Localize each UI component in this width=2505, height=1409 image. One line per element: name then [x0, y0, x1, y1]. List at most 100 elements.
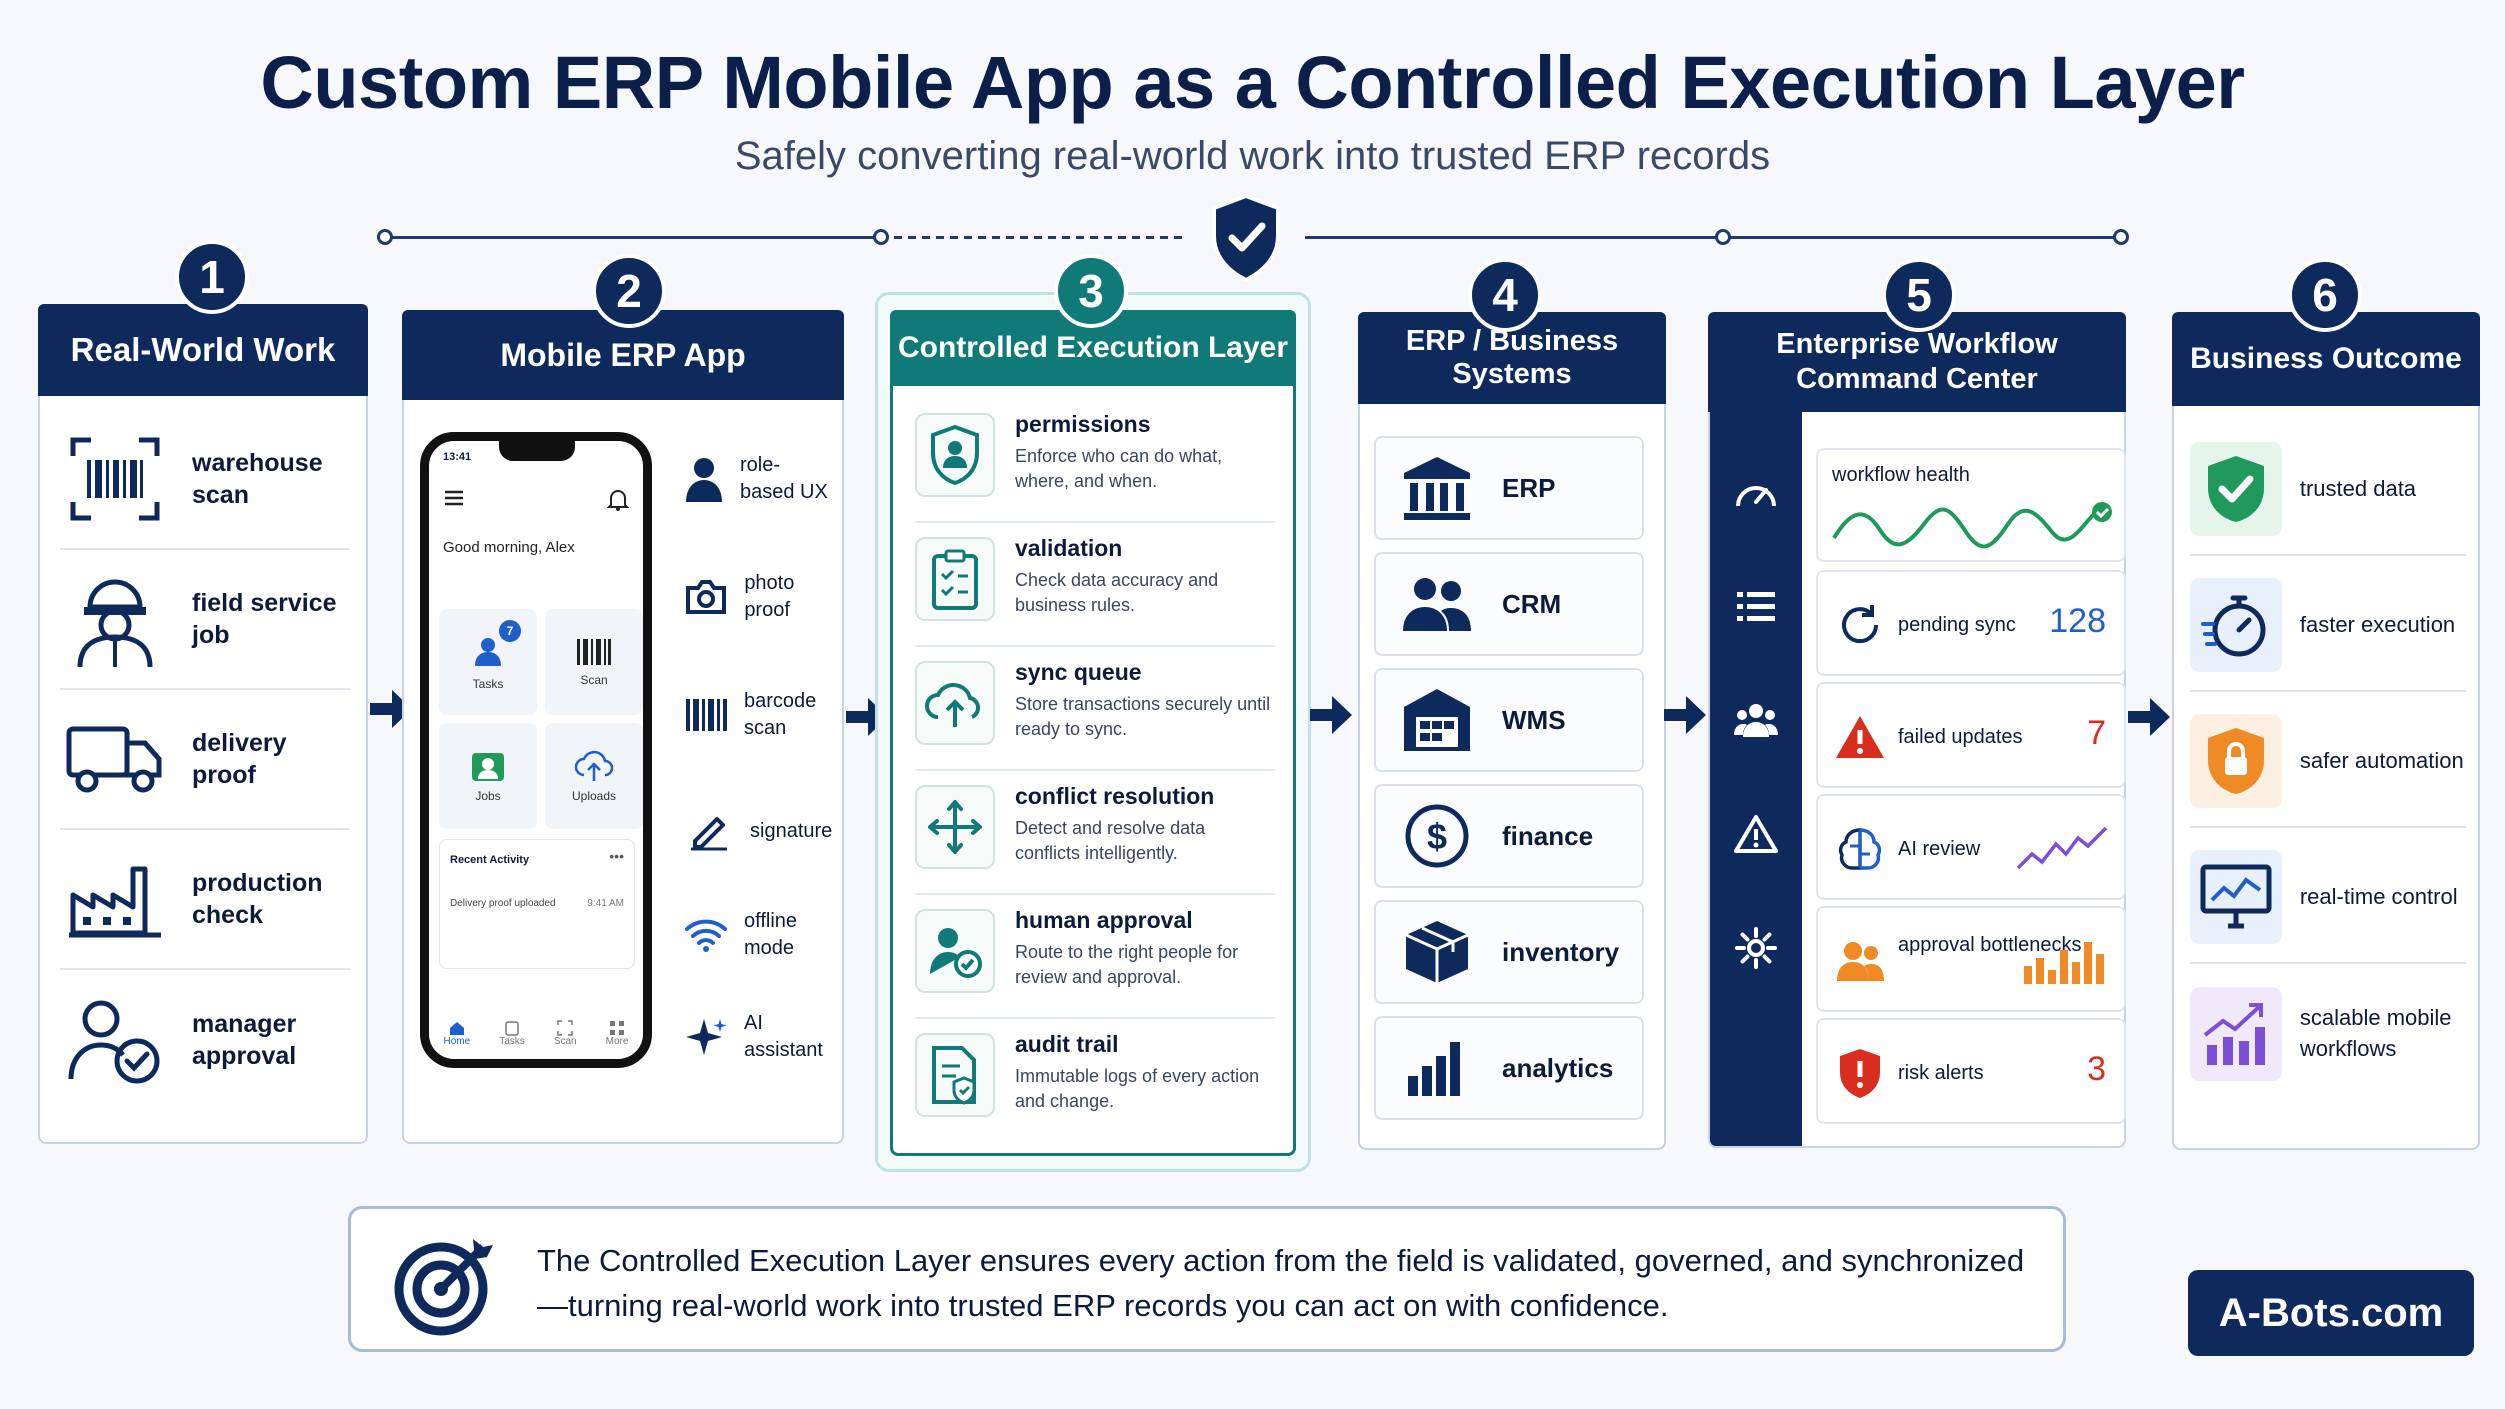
- tile-scan[interactable]: Scan: [545, 609, 643, 715]
- kpi-card[interactable]: pending sync 128: [1816, 570, 2126, 676]
- user-approve-icon: [915, 909, 995, 993]
- gear-icon[interactable]: [1730, 922, 1782, 974]
- bank-building-icon: [1390, 441, 1484, 535]
- clipboard-icon: [505, 1021, 519, 1036]
- outcome-label: faster execution: [2299, 611, 2456, 637]
- barcode-icon: [577, 639, 611, 665]
- item-title: validation: [1015, 535, 1123, 561]
- worker-helmet-icon: [60, 564, 170, 674]
- clipboard-check-icon: [915, 537, 995, 621]
- shield-check-icon: [2190, 442, 2282, 536]
- barcode-icon: [60, 424, 170, 534]
- kpi-card[interactable]: risk alerts 3: [1816, 1018, 2126, 1124]
- gauge-icon[interactable]: [1730, 466, 1782, 518]
- tile-jobs[interactable]: Jobs: [439, 723, 537, 829]
- menu-icon[interactable]: [443, 489, 465, 512]
- user-icon: [684, 454, 724, 504]
- outcome-label: real-time control: [2299, 883, 2458, 909]
- kpi-card[interactable]: failed updates 7: [1816, 682, 2126, 788]
- step-badge: 2: [592, 254, 666, 328]
- item-title: sync queue: [1015, 659, 1142, 685]
- summary-box: The Controlled Execution Layer ensures e…: [348, 1206, 2066, 1352]
- nav-scan[interactable]: Scan: [554, 1020, 577, 1047]
- team-icon[interactable]: [1730, 694, 1782, 746]
- activity-row: Delivery proof uploaded: [450, 898, 556, 909]
- system-label: inventory: [1502, 936, 1620, 967]
- stopwatch-icon: [2190, 578, 2282, 672]
- list-item: manager approval: [60, 970, 350, 1110]
- system-item: inventory: [1374, 900, 1644, 1004]
- cloud-upload-icon: [915, 661, 995, 745]
- grid-icon: [610, 1021, 625, 1035]
- warehouse-icon: [1390, 673, 1484, 767]
- item-title: audit trail: [1015, 1031, 1119, 1057]
- list-icon[interactable]: [1730, 580, 1782, 632]
- card-label: failed updates: [1898, 726, 2023, 748]
- health-sparkline: [1832, 502, 2112, 549]
- system-item: ERP: [1374, 436, 1644, 540]
- item-desc: Route to the right people for review and…: [1015, 942, 1239, 988]
- card-label: approval bottlenecks: [1898, 934, 2082, 956]
- list-item: human approval Route to the right people …: [915, 899, 1275, 1019]
- item-desc: Check data accuracy and business rules.: [1015, 570, 1219, 616]
- outcome-item: faster execution: [2190, 560, 2466, 692]
- nav-tasks[interactable]: Tasks: [499, 1020, 525, 1047]
- list-item: permissions Enforce who can do what, wher…: [915, 403, 1275, 523]
- feature-item: offline mode: [684, 908, 834, 962]
- item-label: production check: [192, 868, 323, 930]
- outcome-item: scalable mobile workflows: [2190, 968, 2466, 1100]
- tile-uploads[interactable]: Uploads: [545, 723, 643, 829]
- item-label: field service job: [192, 588, 337, 650]
- card-label: pending sync: [1898, 614, 2016, 636]
- feature-label: offline mode: [744, 910, 798, 959]
- timeline-dot: [377, 229, 393, 245]
- shield-user-icon: [915, 413, 995, 497]
- activity-time: 9:41 AM: [587, 898, 624, 909]
- system-item: $ finance: [1374, 784, 1644, 888]
- person-icon: [475, 637, 501, 666]
- activity-title: Recent Activity: [450, 854, 530, 866]
- column-mobile-erp-app: Mobile ERP App 13:41 Good morning, Alex …: [402, 310, 844, 1144]
- list-item: validation Check data accuracy and busine…: [915, 527, 1275, 647]
- item-label: delivery proof: [192, 728, 287, 790]
- warning-icon[interactable]: [1730, 808, 1782, 860]
- feature-item: role-based UX: [684, 452, 834, 506]
- arrow-right-icon: [370, 690, 412, 728]
- arrow-right-icon: [2128, 698, 2170, 736]
- timeline: [377, 229, 2129, 245]
- card-value: 7: [2087, 714, 2106, 752]
- bell-icon[interactable]: [606, 487, 630, 516]
- step-badge: 3: [1054, 254, 1128, 328]
- card-value: 128: [2049, 602, 2106, 640]
- feature-label: barcode scan: [744, 690, 817, 739]
- more-icon[interactable]: •••: [609, 848, 624, 864]
- brand-logo[interactable]: A-Bots.com: [2188, 1270, 2474, 1356]
- kpi-card[interactable]: AI review: [1816, 794, 2126, 900]
- workflow-health-card[interactable]: workflow health: [1816, 448, 2126, 562]
- greeting: Good morning, Alex: [443, 539, 575, 556]
- growth-chart-icon: [2190, 987, 2282, 1081]
- ai-trend-sparkline: [2016, 826, 2108, 870]
- document-shield-icon: [915, 1033, 995, 1117]
- users-icon: [1390, 557, 1484, 651]
- feature-item: AI assistant: [684, 1010, 834, 1064]
- kpi-card[interactable]: approval bottlenecks: [1816, 906, 2126, 1012]
- list-item: field service job: [60, 550, 350, 690]
- nav-home[interactable]: Home: [444, 1020, 470, 1047]
- tile-tasks[interactable]: 7 Tasks: [439, 609, 537, 715]
- system-label: ERP: [1502, 472, 1556, 503]
- feature-item: barcode scan: [684, 688, 834, 742]
- step-badge: 5: [1882, 258, 1956, 332]
- system-label: WMS: [1502, 704, 1566, 735]
- phone-mockup: 13:41 Good morning, Alex 7 Tasks Scan Jo…: [420, 432, 652, 1068]
- svg-text:$: $: [1427, 816, 1447, 857]
- list-item: warehouse scan: [60, 410, 350, 550]
- page-title: Custom ERP Mobile App as a Controlled Ex…: [260, 41, 2245, 124]
- target-icon: [394, 1239, 493, 1336]
- timeline-dot: [873, 229, 889, 245]
- delivery-truck-icon: [60, 704, 170, 814]
- nav-more[interactable]: More: [606, 1020, 628, 1047]
- phone-time: 13:41: [443, 451, 472, 463]
- card-label: AI review: [1898, 838, 1981, 860]
- list-item: audit trail Immutable logs of every actio…: [915, 1023, 1275, 1143]
